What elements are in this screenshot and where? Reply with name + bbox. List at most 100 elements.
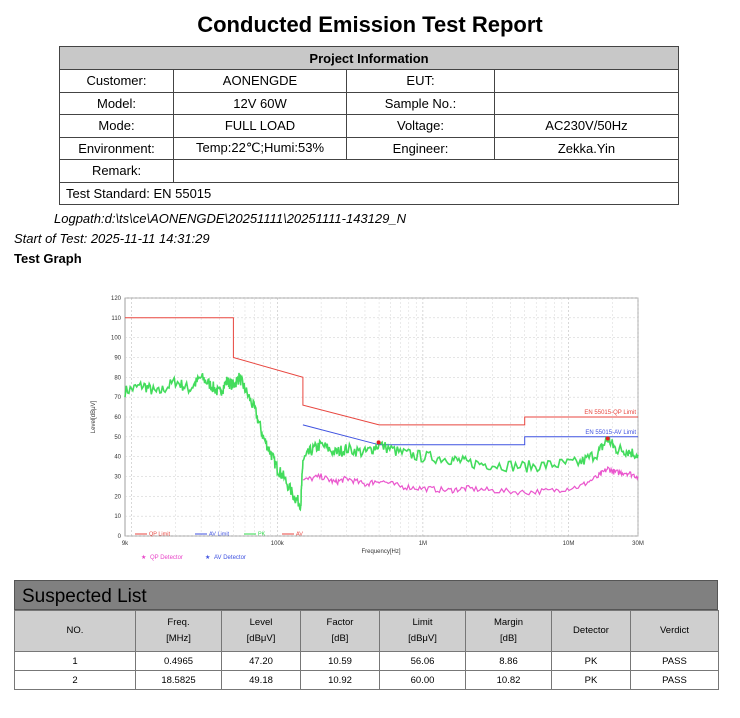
series-group: EN 55015-QP Limit EN 55015-AV Limit	[124, 317, 639, 512]
y-tick-label: 100	[111, 336, 122, 342]
y-tick-label: 20	[114, 494, 121, 500]
suspect-marker	[605, 436, 610, 441]
y-tick-label: 110	[111, 316, 121, 322]
table-cell: 0.4965	[135, 651, 222, 671]
suspected-col-header: NO.	[14, 610, 136, 652]
sample-value	[494, 91, 679, 115]
inplot-legend-label: AV Limit	[209, 532, 230, 538]
table-cell: PK	[551, 670, 631, 690]
sample-label: Sample No.:	[346, 91, 495, 115]
suspected-col-header: Margin [dB]	[465, 610, 552, 652]
x-tick-label: 10M	[563, 541, 575, 547]
voltage-value: AC230V/50Hz	[494, 114, 679, 138]
y-tick-label: 80	[114, 375, 121, 381]
logpath: Logpath:d:\ts\ce\AONENGDE\20251111\20251…	[54, 211, 406, 226]
bottom-legend-star: ★	[205, 554, 210, 561]
suspected-col-header: Limit [dBμV]	[379, 610, 466, 652]
bottom-legend-label: QP Detector	[150, 555, 183, 561]
environment-label: Environment:	[59, 136, 174, 160]
bottom-legend: ★ QP Detector ★ AV Detector	[141, 554, 246, 561]
table-cell: 10.92	[300, 670, 380, 690]
engineer-label: Engineer:	[346, 136, 495, 160]
suspected-body: 1 0.4965 47.20 10.59 56.06 8.86 PK PASS 2 18.5825…	[14, 651, 719, 690]
x-tick-label: 30M	[632, 541, 644, 547]
suspected-col-header: Level [dBμV]	[221, 610, 301, 652]
emission-chart: 0 10 20 30 40 50 60 70 80 90 100 110 120 9k 100k 1M 10M 3…	[91, 296, 644, 561]
y-axis-label: Level[dBμV]	[91, 400, 97, 433]
series-en-55015-av-limit	[302, 424, 638, 446]
suspected-list-title: Suspected List	[14, 580, 718, 610]
inplot-legend-label: QP Limit	[149, 532, 170, 538]
mode-value: FULL LOAD	[173, 114, 347, 138]
table-cell: 10.82	[465, 670, 552, 690]
x-tick-label: 9k	[122, 541, 129, 547]
y-tick-label: 30	[114, 475, 121, 481]
eut-label: EUT:	[346, 69, 495, 93]
eut-value	[494, 69, 679, 93]
y-tick-label: 70	[114, 395, 121, 401]
table-cell: PK	[551, 651, 631, 671]
av-limit-label: EN 55015-AV Limit	[585, 430, 636, 436]
model-value: 12V 60W	[173, 91, 347, 115]
series-qp-detector	[302, 465, 639, 496]
test-graph-heading: Test Graph	[14, 251, 82, 266]
series-pk	[124, 372, 639, 512]
table-cell: 18.5825	[135, 670, 222, 690]
voltage-label: Voltage:	[346, 114, 495, 138]
inplot-legend-label: PK	[258, 532, 266, 538]
remark-label: Remark:	[59, 159, 174, 183]
report-title: Conducted Emission Test Report	[197, 12, 543, 37]
col-header-line1: Level	[249, 617, 273, 628]
suspected-header-row: NO. Freq. [MHz] Level [dBμV] Factor [dB] Limit […	[14, 610, 719, 652]
table-cell: 10.59	[300, 651, 380, 671]
customer-value: AONENGDE	[173, 69, 347, 93]
col-header-line2: [dB]	[500, 633, 517, 644]
table-cell: PASS	[630, 670, 719, 690]
suspected-col-header: Verdict	[630, 610, 719, 652]
model-label: Model:	[59, 91, 174, 115]
y-tick-label: 90	[114, 356, 121, 362]
mode-label: Mode:	[59, 114, 174, 138]
suspected-col-header: Detector	[551, 610, 631, 652]
table-cell: 60.00	[379, 670, 466, 690]
project-header: Project Information	[59, 46, 679, 70]
col-header-line1: NO.	[66, 625, 84, 636]
qp-limit-label: EN 55015-QP Limit	[584, 410, 636, 416]
col-header-line1: Freq.	[167, 617, 190, 628]
table-cell: 47.20	[221, 651, 301, 671]
col-header-line1: Limit	[412, 617, 433, 628]
inplot-legend: QP Limit AV Limit PK AV	[135, 532, 303, 538]
suspect-marker	[376, 440, 381, 445]
col-header-line1: Detector	[573, 625, 609, 636]
customer-label: Customer:	[59, 69, 174, 93]
inplot-legend-label: AV	[296, 532, 303, 538]
suspected-col-header: Freq. [MHz]	[135, 610, 222, 652]
y-tick-label: 60	[114, 415, 121, 421]
table-cell: 56.06	[379, 651, 466, 671]
suspected-table: NO. Freq. [MHz] Level [dBμV] Factor [dB] Limit […	[14, 610, 719, 690]
table-row: 2 18.5825 49.18 10.92 60.00 10.82 PK PASS	[14, 670, 719, 690]
project-info-table: Project Information Customer: AONENGDE E…	[59, 46, 679, 205]
environment-value: Temp:22℃;Humi:53%	[173, 136, 347, 160]
x-tick-label: 100k	[271, 541, 285, 547]
x-tick-label: 1M	[419, 541, 427, 547]
suspected-list: Suspected List NO. Freq. [MHz] Level [dBμV] F…	[14, 580, 719, 690]
col-header-line1: Factor	[326, 617, 354, 628]
col-header-line2: [dBμV]	[246, 633, 276, 644]
table-cell: 49.18	[221, 670, 301, 690]
start-of-test: Start of Test: 2025-11-11 14:31:29	[14, 231, 210, 246]
col-header-line2: [MHz]	[166, 633, 191, 644]
engineer-value: Zekka.Yin	[494, 136, 679, 160]
bottom-legend-label: AV Detector	[214, 555, 246, 561]
y-tick-label: 120	[111, 296, 122, 302]
table-cell: 2	[14, 670, 136, 690]
table-row: 1 0.4965 47.20 10.59 56.06 8.86 PK PASS	[14, 651, 719, 671]
col-header-line1: Verdict	[659, 625, 690, 636]
axis-ticks: 0 10 20 30 40 50 60 70 80 90 100 110 120 9k 100k 1M 10M 3…	[111, 296, 644, 547]
suspected-col-header: Factor [dB]	[300, 610, 380, 652]
y-tick-label: 0	[118, 534, 122, 540]
table-cell: 8.86	[465, 651, 552, 671]
col-header-line1: Margin	[493, 617, 524, 628]
y-tick-label: 10	[114, 514, 121, 520]
x-axis-label: Frequency[Hz]	[361, 549, 400, 555]
